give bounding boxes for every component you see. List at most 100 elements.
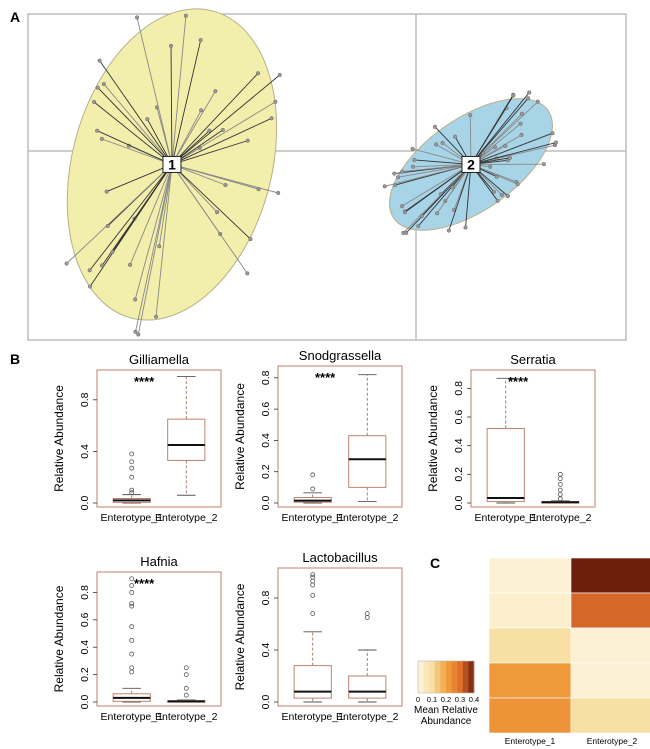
- heatmap-cell: [488, 592, 572, 629]
- sample-point: [220, 127, 225, 132]
- spoke-line: [470, 97, 529, 165]
- legend-color-step: [434, 661, 441, 693]
- heatmap-cell: [570, 592, 650, 629]
- spoke-line: [401, 164, 472, 207]
- sample-point: [95, 128, 100, 133]
- spoke-line: [89, 164, 173, 271]
- sample-point: [133, 329, 138, 334]
- spoke-line: [403, 164, 472, 234]
- y-tick-label: 0.0: [260, 496, 272, 511]
- outlier-point: [183, 692, 189, 698]
- outlier-point: [129, 600, 135, 606]
- sample-point: [410, 164, 415, 169]
- outlier-point: [129, 637, 135, 643]
- sample-point: [128, 262, 133, 267]
- spoke-line: [96, 130, 173, 165]
- outlier-point: [129, 451, 135, 457]
- spoke-line: [97, 87, 173, 165]
- sample-point: [491, 189, 497, 194]
- outlier-point: [557, 481, 563, 487]
- spoke-line: [99, 60, 173, 165]
- heatmap-panel: GilliamellaSnodgrassellaHafniaSerratiaLa…: [414, 557, 650, 746]
- legend-title: Mean Relative Abundance: [414, 705, 478, 727]
- spoke-line: [158, 164, 173, 247]
- sample-point: [110, 249, 115, 255]
- x-category-label: Enterotype_2: [155, 711, 218, 723]
- y-tick-label: 0.4: [453, 438, 465, 453]
- y-axis-label: Relative Abundance: [426, 385, 440, 492]
- outlier-point: [129, 669, 135, 675]
- legend-tick-label: 0.2: [441, 695, 451, 704]
- sample-point: [402, 210, 407, 215]
- box-enterotype_1: Enterotype_1: [281, 472, 344, 524]
- panel-label-a: A: [10, 9, 20, 25]
- spoke-line: [103, 83, 173, 165]
- boxplot-snodgrassella: Snodgrassella Relative Abundance 0.0 0.2 0.4…: [233, 348, 403, 524]
- sample-point: [432, 124, 437, 129]
- spoke-line: [384, 164, 472, 187]
- sample-point: [507, 155, 512, 160]
- box-enterotype_1: Enterotype_1: [100, 451, 163, 524]
- legend-color-step: [451, 661, 458, 693]
- legend-tick-label: 0: [416, 695, 420, 704]
- spoke-line: [412, 148, 472, 165]
- y-tick-label: 0.6: [260, 402, 272, 417]
- plot-frame: [277, 567, 403, 707]
- y-tick-label: 0.0: [79, 695, 91, 710]
- y-tick-label: 0.8: [260, 370, 272, 385]
- outlier-point: [183, 685, 189, 691]
- sample-point: [453, 134, 458, 139]
- sample-point: [245, 271, 250, 276]
- spoke-line: [404, 164, 472, 213]
- sample-point: [153, 314, 159, 319]
- y-tick-label: 0.0: [79, 496, 91, 511]
- spoke-line: [171, 164, 259, 190]
- sample-point: [488, 164, 493, 169]
- subplot-title: Gilliamella: [129, 352, 190, 367]
- legend-tick-label: 0.1: [427, 695, 437, 704]
- outlier-point: [129, 665, 135, 671]
- sample-point: [518, 121, 523, 126]
- heatmap-cell: [570, 627, 650, 664]
- y-tick-label: 0.6: [453, 410, 465, 425]
- spoke-line: [470, 142, 557, 165]
- subplot-title: Lactobacillus: [302, 550, 378, 565]
- spoke-line: [171, 164, 248, 274]
- outlier-point: [557, 476, 563, 482]
- sample-point: [446, 228, 451, 233]
- sample-point: [255, 71, 261, 76]
- sample-point: [412, 157, 417, 162]
- outlier-point: [129, 474, 135, 480]
- box-enterotype_2: Enterotype_2: [155, 665, 218, 723]
- sample-point: [382, 184, 387, 189]
- y-tick-label: 0.8: [453, 381, 465, 396]
- outlier-point: [129, 487, 135, 493]
- significance-stars: ****: [134, 374, 155, 389]
- x-category-label: Enterotype_1: [474, 512, 537, 524]
- y-tick-label: 0.4: [260, 433, 272, 448]
- spoke-line: [129, 164, 173, 266]
- heatmap-cell: [570, 662, 650, 699]
- box-enterotype_2: Enterotype_2: [336, 611, 399, 723]
- legend-color-step: [468, 661, 475, 693]
- spoke-line: [134, 164, 173, 300]
- sample-point: [495, 198, 500, 203]
- x-category-label: Enterotype_1: [281, 711, 344, 723]
- plot-frame: [470, 369, 596, 508]
- sample-point: [434, 142, 439, 147]
- spoke-line: [171, 140, 248, 165]
- heatmap-col-label: Enterotype_1: [505, 736, 556, 746]
- box-enterotype_1: Enterotype_1: [100, 576, 163, 723]
- spoke-line: [171, 117, 272, 165]
- y-tick-label: 0.4: [260, 643, 272, 658]
- box-enterotype_2: Enterotype_2: [336, 374, 399, 524]
- outlier-point: [557, 496, 563, 502]
- box-enterotype_1: Enterotype_1: [474, 377, 537, 524]
- legend-color-step: [446, 661, 452, 693]
- x-category-label: Enterotype_2: [155, 512, 218, 524]
- spoke-line: [412, 164, 471, 168]
- outlier-point: [310, 572, 316, 577]
- x-category-label: Enterotype_2: [529, 512, 592, 524]
